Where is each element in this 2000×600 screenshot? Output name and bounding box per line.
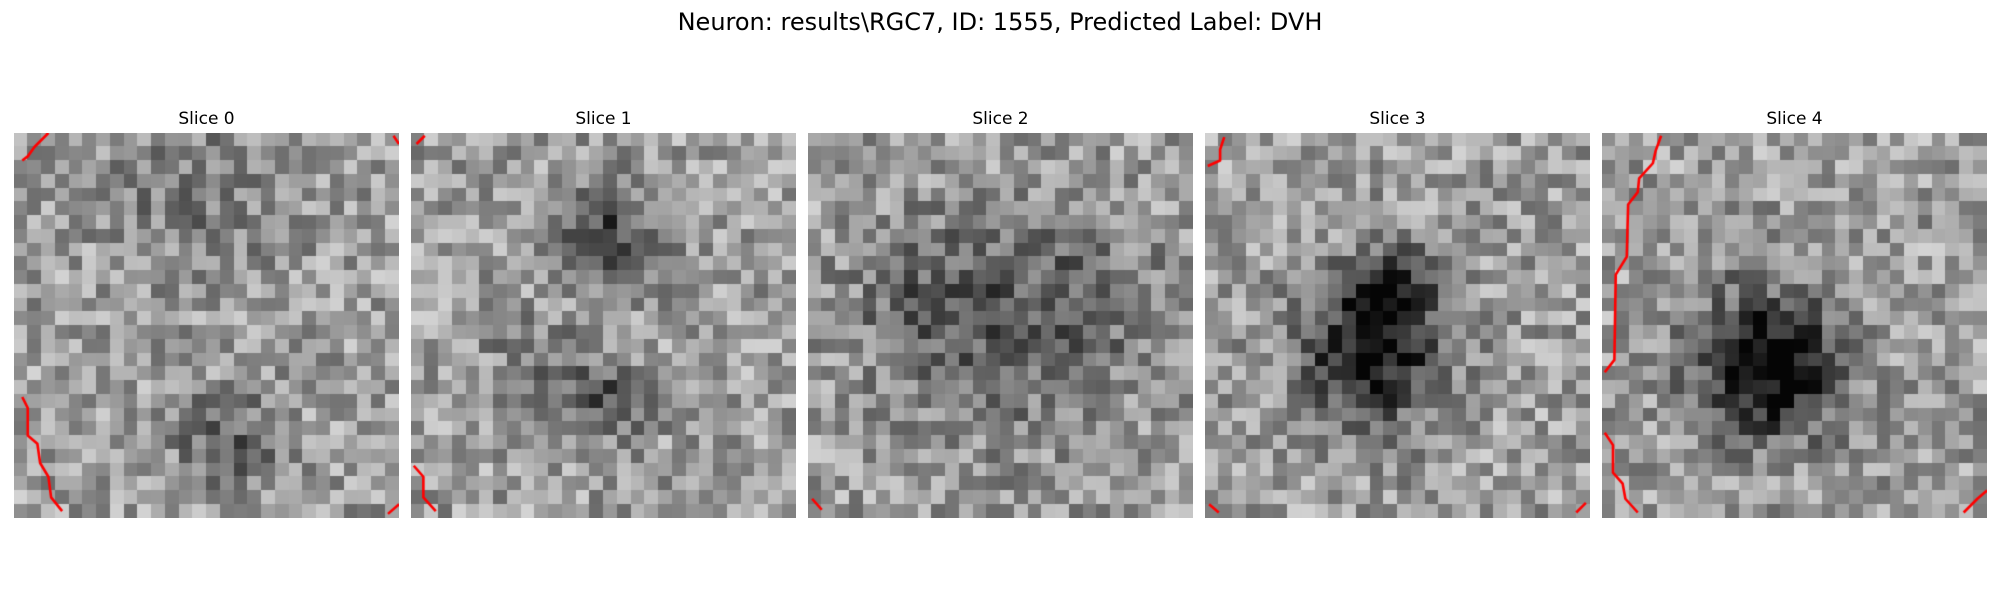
slice-image-4 <box>1602 133 1987 518</box>
slice-title-0: Slice 0 <box>178 109 235 129</box>
slice-title-1: Slice 1 <box>575 109 632 129</box>
figure-title: Neuron: results\RGC7, ID: 1555, Predicte… <box>677 8 1323 36</box>
slice-title-3: Slice 3 <box>1369 109 1426 129</box>
slice-image-0 <box>14 133 399 518</box>
slice-panel-0: Slice 0 <box>14 108 399 518</box>
slice-panel-2: Slice 2 <box>808 108 1193 518</box>
slice-image-3 <box>1205 133 1590 518</box>
slice-image-2 <box>808 133 1193 518</box>
slice-panel-3: Slice 3 <box>1205 108 1590 518</box>
slice-title-4: Slice 4 <box>1766 109 1823 129</box>
slice-panel-1: Slice 1 <box>411 108 796 518</box>
slice-panel-4: Slice 4 <box>1602 108 1987 518</box>
slice-title-2: Slice 2 <box>972 109 1029 129</box>
slice-image-1 <box>411 133 796 518</box>
